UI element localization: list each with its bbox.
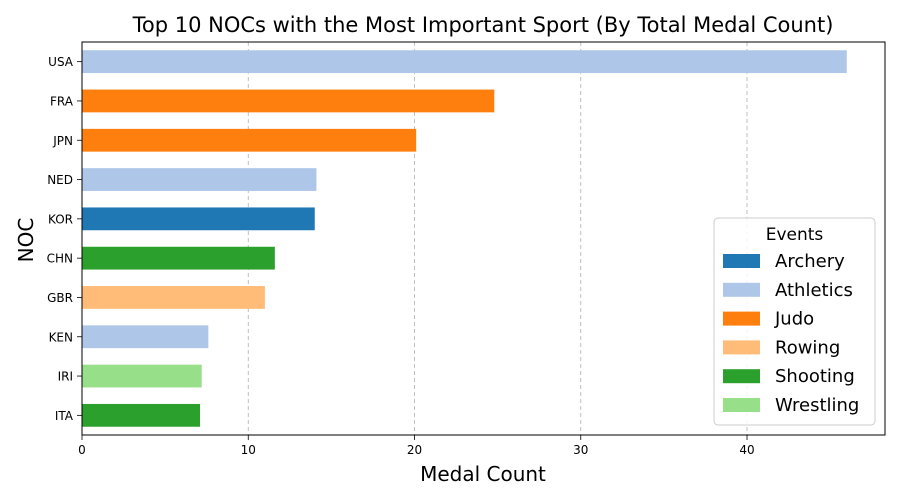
axes: 0 10 20 30 40 USA FRA JPN NED KOR CHN GBR KEN IRI ITA [47, 41, 886, 457]
bar-ita [82, 403, 201, 427]
legend-swatch [723, 369, 760, 384]
y-tick-label: IRI [58, 370, 73, 384]
x-tick-label: 30 [573, 443, 588, 457]
legend-label: Rowing [775, 337, 840, 358]
bar-ken [82, 325, 209, 349]
legend-swatch [723, 254, 760, 268]
y-tick-label: USA [48, 55, 74, 69]
x-axis-label: Medal Count [420, 462, 546, 486]
y-tick-label: FRA [50, 94, 74, 108]
bar-jpn [82, 128, 417, 152]
y-axis-label: NOC [14, 218, 38, 263]
x-tick-label: 40 [739, 443, 754, 457]
bar-kor [82, 207, 315, 231]
y-tick-label: KEN [49, 330, 73, 344]
bars [82, 50, 847, 427]
x-tick-label: 20 [407, 443, 422, 457]
x-tick-label: 0 [78, 443, 86, 457]
bar-ned [82, 168, 317, 191]
x-tick-label: 10 [241, 443, 256, 457]
y-tick-label: KOR [48, 212, 73, 226]
plot-frame [81, 41, 886, 436]
legend-title: Events [766, 225, 824, 245]
y-tick-label: CHN [47, 252, 73, 266]
legend-label: Athletics [775, 280, 853, 301]
legend-swatch [723, 282, 760, 297]
bar-gbr [82, 286, 265, 309]
bar-usa [82, 50, 847, 74]
bar-iri [82, 364, 202, 388]
legend: Events Archery Athletics Judo Rowing Shooting… [713, 217, 876, 426]
y-tick-label: GBR [47, 291, 73, 305]
legend-label: Shooting [775, 366, 855, 387]
bar-chn [82, 246, 275, 270]
y-tick-label: NED [47, 173, 73, 187]
y-tick-label: JPN [52, 134, 73, 148]
legend-swatch [723, 340, 760, 355]
legend-label: Judo [774, 309, 814, 330]
chart-title: Top 10 NOCs with the Most Important Spor… [132, 13, 834, 37]
bar-fra [82, 89, 495, 113]
y-tick-label: ITA [55, 409, 74, 423]
legend-swatch [723, 311, 760, 326]
legend-swatch [723, 398, 760, 412]
legend-label: Archery [775, 251, 845, 272]
legend-label: Wrestling [775, 395, 859, 416]
